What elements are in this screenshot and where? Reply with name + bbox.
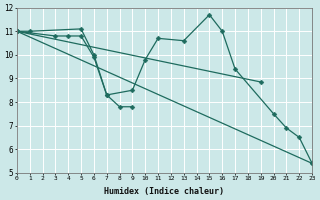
X-axis label: Humidex (Indice chaleur): Humidex (Indice chaleur) <box>105 187 225 196</box>
